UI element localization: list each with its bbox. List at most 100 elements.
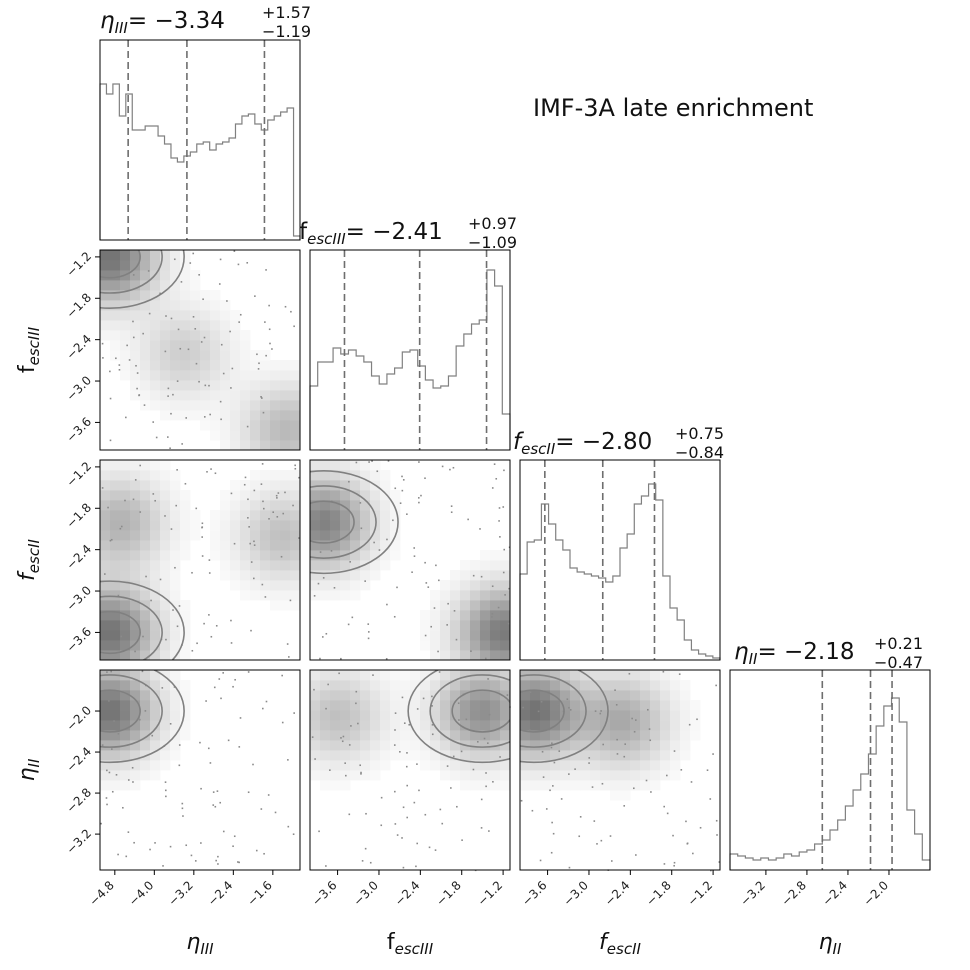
scatter-point bbox=[261, 583, 264, 586]
density-cell bbox=[130, 520, 141, 531]
scatter-point bbox=[265, 269, 267, 271]
density-cell bbox=[190, 350, 201, 361]
density-cell bbox=[160, 280, 171, 291]
density-cell bbox=[150, 260, 161, 271]
density-cell bbox=[470, 690, 481, 701]
scatter-point bbox=[106, 769, 108, 772]
density-cell bbox=[600, 780, 611, 791]
xlabel-fesc-III: fescIII bbox=[387, 930, 434, 958]
scatter-point bbox=[219, 400, 222, 403]
density-cell bbox=[620, 690, 631, 701]
density-cell bbox=[550, 670, 561, 681]
density-cell bbox=[140, 580, 151, 591]
scatter-point bbox=[372, 674, 374, 676]
density-cell bbox=[140, 640, 151, 651]
density-cell bbox=[580, 740, 591, 751]
density-cell bbox=[660, 680, 671, 691]
scatter-point bbox=[431, 733, 434, 736]
density-cell bbox=[410, 740, 421, 751]
scatter-point bbox=[227, 739, 230, 742]
density-cell bbox=[440, 700, 451, 711]
scatter-point bbox=[673, 864, 675, 867]
density-cell bbox=[350, 510, 361, 521]
density-cell bbox=[210, 410, 221, 421]
density-cell bbox=[240, 360, 251, 371]
density-cell bbox=[330, 580, 341, 591]
density-cell bbox=[130, 490, 141, 501]
density-cell bbox=[270, 510, 281, 521]
density-cell bbox=[100, 750, 111, 761]
density-cell bbox=[220, 570, 231, 581]
density-cell bbox=[160, 710, 171, 721]
density-cell bbox=[340, 510, 351, 521]
scatter-point bbox=[716, 834, 718, 836]
density-cell bbox=[310, 710, 321, 721]
scatter-point bbox=[220, 697, 222, 700]
scatter-point bbox=[380, 796, 383, 799]
density-cell bbox=[660, 760, 671, 771]
density-cell bbox=[500, 580, 511, 591]
density-cell bbox=[190, 310, 201, 321]
density-cell bbox=[480, 650, 491, 661]
density-cell bbox=[330, 760, 341, 771]
density-cell bbox=[170, 630, 181, 641]
title-eta-II: ηII= −2.18 bbox=[734, 639, 855, 668]
scatter-point bbox=[173, 258, 176, 261]
density-cell bbox=[220, 440, 231, 451]
density-cell bbox=[160, 250, 171, 261]
scatter-point bbox=[313, 595, 316, 597]
density-cell bbox=[290, 470, 301, 481]
scatter-point bbox=[333, 587, 336, 589]
density-cell bbox=[160, 340, 171, 351]
density-cell bbox=[200, 420, 211, 431]
scatter-point bbox=[568, 706, 570, 709]
density-cell bbox=[200, 340, 211, 351]
density-cell bbox=[450, 630, 461, 641]
density-cell bbox=[340, 500, 351, 511]
title-fesc-III-plus: +0.97 bbox=[468, 214, 517, 233]
density-cell bbox=[190, 270, 201, 281]
scatter-point bbox=[164, 515, 166, 517]
scatter-point bbox=[247, 498, 249, 501]
scatter-point bbox=[365, 812, 367, 815]
density-cell bbox=[340, 750, 351, 761]
panel-frame-2-0 bbox=[99, 459, 301, 661]
scatter-point bbox=[467, 518, 469, 521]
density-cell bbox=[590, 780, 601, 791]
scatter-point bbox=[403, 722, 406, 724]
density-cell bbox=[160, 560, 171, 571]
density-cell bbox=[180, 400, 191, 411]
density-cell bbox=[290, 420, 301, 431]
density-cell bbox=[600, 670, 611, 681]
density-cell bbox=[140, 460, 151, 471]
density-cell bbox=[280, 420, 291, 431]
density-cell bbox=[190, 520, 201, 531]
scatter-point bbox=[418, 501, 420, 504]
scatter-point bbox=[180, 281, 183, 283]
density-cell bbox=[180, 350, 191, 361]
ytick-label-fesc_II-4: −1.2 bbox=[64, 459, 95, 490]
density-cell bbox=[130, 330, 141, 341]
density-cell bbox=[460, 600, 471, 611]
density-cell bbox=[540, 710, 551, 721]
density-cell bbox=[140, 650, 151, 661]
density-cell bbox=[610, 710, 621, 721]
density-cell bbox=[170, 270, 181, 281]
density-cell bbox=[110, 340, 121, 351]
xtick-label-fesc_II-3: −1.8 bbox=[643, 878, 674, 909]
density-cell bbox=[270, 550, 281, 561]
scatter-point bbox=[447, 602, 449, 605]
scatter-point bbox=[218, 283, 221, 285]
density-cell bbox=[350, 590, 361, 601]
density-cell bbox=[270, 380, 281, 391]
density-cell bbox=[100, 640, 111, 651]
scatter-point bbox=[124, 499, 126, 502]
scatter-point bbox=[178, 605, 181, 607]
density-cell bbox=[470, 620, 481, 631]
density-cell bbox=[430, 730, 441, 741]
scatter-point bbox=[238, 321, 240, 323]
scatter-point bbox=[208, 384, 210, 387]
density-cell bbox=[170, 300, 181, 311]
density-cell bbox=[570, 670, 581, 681]
